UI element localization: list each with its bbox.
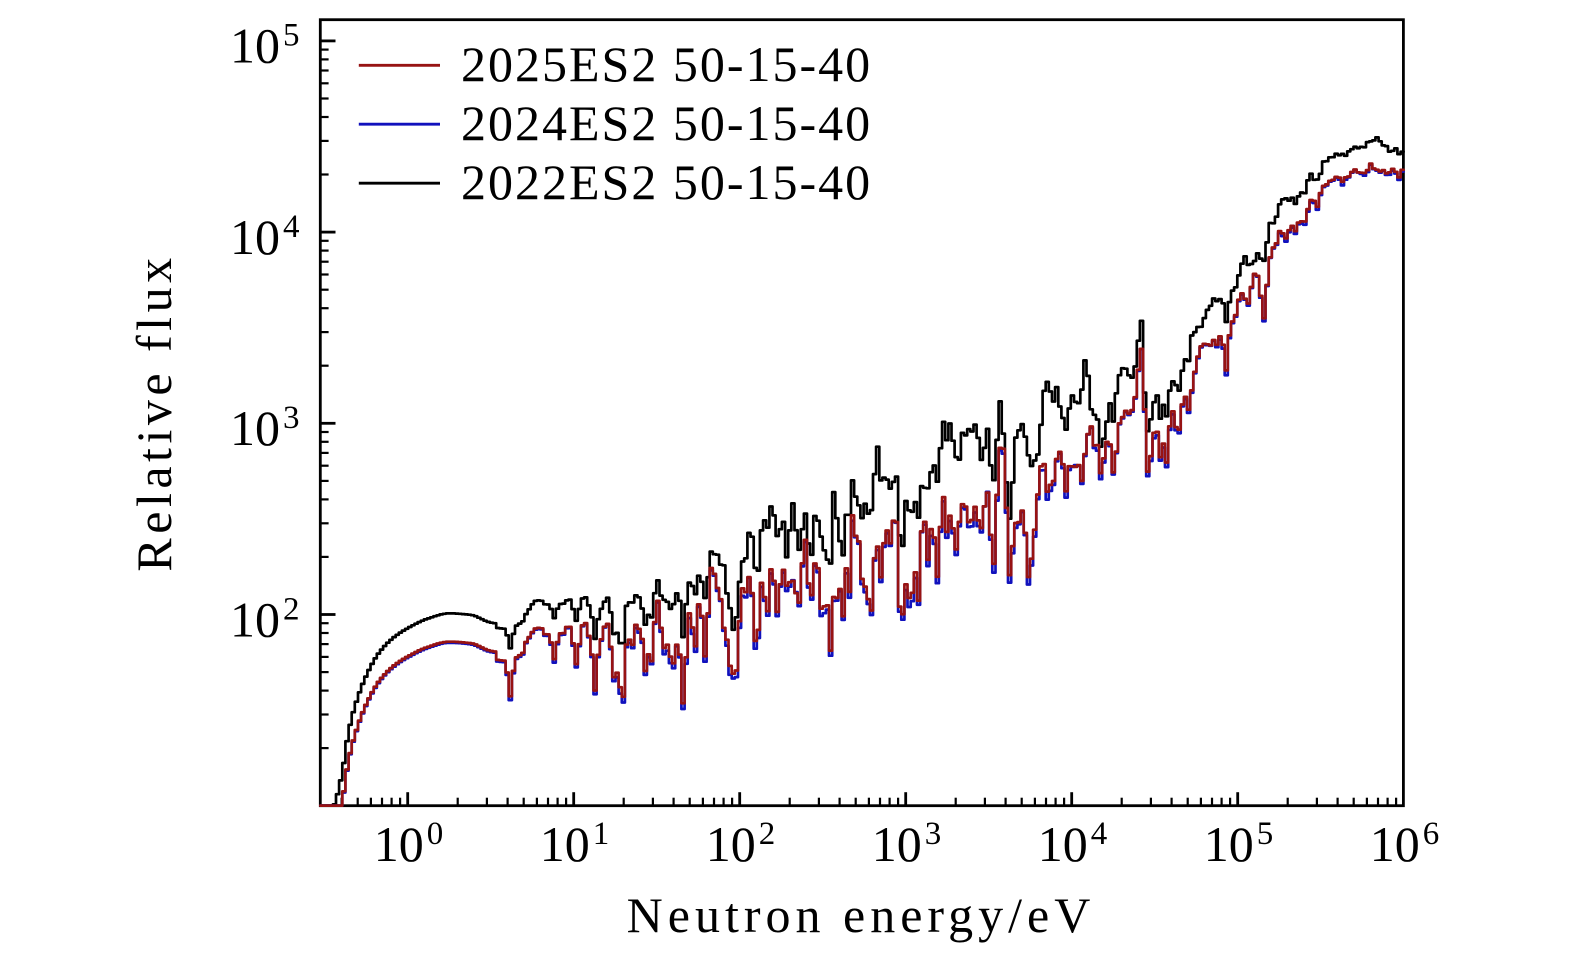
svg-text:10: 10 — [1038, 816, 1088, 872]
svg-text:10: 10 — [1204, 816, 1254, 872]
svg-text:2022ES2 50-15-40: 2022ES2 50-15-40 — [461, 154, 872, 210]
svg-text:2025ES2 50-15-40: 2025ES2 50-15-40 — [461, 36, 872, 92]
svg-text:2: 2 — [283, 591, 300, 627]
svg-text:2: 2 — [759, 816, 776, 852]
svg-text:3: 3 — [925, 816, 942, 852]
svg-text:1: 1 — [593, 816, 610, 852]
svg-text:10: 10 — [230, 18, 280, 74]
svg-text:10: 10 — [230, 209, 280, 265]
svg-text:5: 5 — [1257, 816, 1274, 852]
svg-text:2024ES2 50-15-40: 2024ES2 50-15-40 — [461, 95, 872, 151]
svg-text:10: 10 — [540, 816, 590, 872]
svg-text:6: 6 — [1423, 816, 1440, 852]
svg-text:4: 4 — [1091, 816, 1108, 852]
svg-text:10: 10 — [230, 400, 280, 456]
svg-text:0: 0 — [427, 816, 444, 852]
svg-text:3: 3 — [283, 400, 300, 436]
svg-text:10: 10 — [230, 591, 280, 647]
svg-text:10: 10 — [872, 816, 922, 872]
svg-text:10: 10 — [374, 816, 424, 872]
svg-text:10: 10 — [706, 816, 756, 872]
svg-text:4: 4 — [283, 209, 300, 245]
svg-text:10: 10 — [1370, 816, 1420, 872]
svg-text:Neutron energy/eV: Neutron energy/eV — [627, 887, 1096, 943]
svg-text:Relative flux: Relative flux — [126, 253, 182, 571]
svg-text:5: 5 — [283, 18, 300, 54]
